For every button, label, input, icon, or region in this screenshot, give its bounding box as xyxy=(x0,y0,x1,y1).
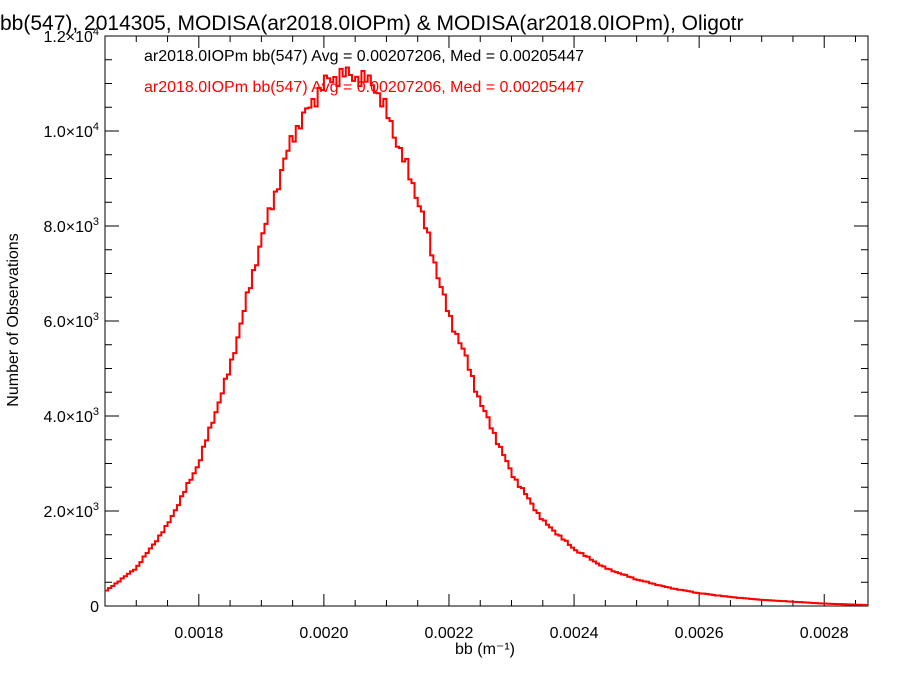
y-tick-label: 1.0×104 xyxy=(43,121,99,141)
x-axis: 0.0018 0.0020 0.0022 0.0024 0.0026 0.0028 xyxy=(104,36,856,642)
plot-border xyxy=(104,35,869,607)
y-tick-label: 8.0×103 xyxy=(43,216,99,236)
y-tick-label: 1.2×104 xyxy=(43,26,99,46)
legend-stats-red: ar2018.0IOPm bb(547) Avg = 0.00207206, M… xyxy=(144,79,584,96)
x-tick-label: 0.0020 xyxy=(299,625,348,642)
y-axis: 0 2.0×103 4.0×103 6.0×103 8.0×103 1.0×104 1.2×… xyxy=(43,26,868,616)
plot-frame xyxy=(104,35,869,607)
x-tick-label: 0.0018 xyxy=(174,625,223,642)
series-line-black xyxy=(105,66,868,606)
chart-title: bb(547), 2014305, MODISA(ar2018.0IOPm) &… xyxy=(0,12,743,35)
x-tick-label: 0.0028 xyxy=(800,625,849,642)
y-tick-label: 2.0×103 xyxy=(43,501,99,521)
x-axis-label: bb (m⁻¹) xyxy=(455,641,515,658)
x-tick-label: 0.0022 xyxy=(425,625,474,642)
series-line-red xyxy=(105,66,868,606)
y-axis-label: Number of Observations xyxy=(5,233,22,406)
series-layer xyxy=(105,66,868,606)
legend-stats-black: ar2018.0IOPm bb(547) Avg = 0.00207206, M… xyxy=(144,48,584,65)
y-tick-label: 0 xyxy=(90,599,99,616)
y-tick-label: 4.0×103 xyxy=(43,406,99,426)
y-tick-label: 6.0×103 xyxy=(43,311,99,331)
x-tick-label: 0.0024 xyxy=(550,625,599,642)
x-tick-label: 0.0026 xyxy=(675,625,724,642)
